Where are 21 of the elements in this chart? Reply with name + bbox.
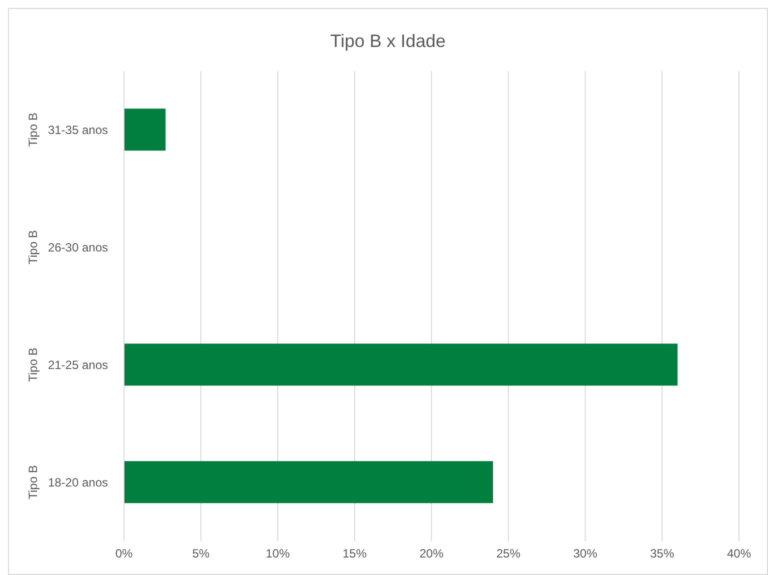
y-tick-label: 26-30 anos <box>48 240 108 254</box>
text: Tipo B <box>26 230 40 264</box>
y-tick-label: 31-35 anos <box>48 122 108 137</box>
y-tick-label: 18-20 anos <box>48 475 108 490</box>
text: Tipo B <box>26 465 40 500</box>
chart-title: Tipo B x Idade <box>329 30 447 53</box>
bar <box>124 461 493 504</box>
x-tick-label: 5% <box>192 546 210 561</box>
text: Tipo B <box>26 348 40 382</box>
y-tick-label: 21-25 anos <box>48 358 108 372</box>
bar <box>124 108 166 151</box>
x-tick-label: 35% <box>650 546 674 561</box>
x-tick-label: 10% <box>266 546 290 561</box>
x-tick-label: 30% <box>573 546 598 561</box>
bar <box>124 344 678 386</box>
text: Tipo B <box>26 112 40 147</box>
x-tick-label: 40% <box>726 546 752 561</box>
x-tick-label: 0% <box>115 546 133 561</box>
x-tick-label: 20% <box>419 546 444 561</box>
x-tick-label: 15% <box>342 546 367 561</box>
x-tick-label: 25% <box>496 546 521 561</box>
